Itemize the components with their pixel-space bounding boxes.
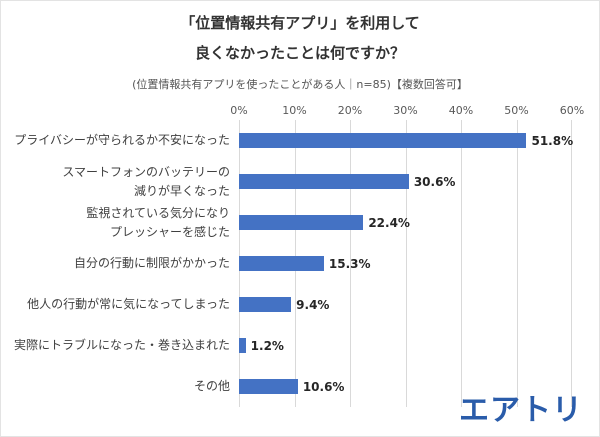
value-label: 51.8% (531, 133, 574, 148)
bar-track: 15.3% (239, 243, 572, 284)
x-tick-label: 10% (282, 104, 307, 117)
bar-row: 監視されている気分になり プレッシャーを感じた 22.4% (6, 202, 572, 243)
bar (239, 297, 292, 312)
value-label: 1.2% (250, 338, 284, 353)
x-tick-label: 40% (448, 104, 474, 117)
page-title-line2: 良くなかったことは何ですか？ (194, 44, 405, 62)
value-label: 15.3% (328, 256, 371, 271)
bar-rows: プライバシーが守られるか不安になった 51.8% スマートフォンのバッテリーの 減り… (6, 120, 574, 407)
x-tick-label: 0% (230, 104, 248, 117)
category-label: プライバシーが守られるか不安になった (14, 133, 230, 148)
title-block: 「位置情報共有アプリ」を利用して 良くなかったことは何ですか？ (位置情報共有ア… (1, 16, 599, 92)
value-label: 22.4% (368, 215, 410, 230)
value-label: 10.6% (302, 379, 345, 394)
bar-row: 他人の行動が常に気になってしまった 9.4% (6, 284, 572, 325)
gridline (350, 120, 351, 407)
x-axis: 0% 10% 20% 30% 40% 50% 60% (230, 104, 584, 120)
value-label: 30.6% (413, 174, 456, 189)
x-tick-label: 50% (504, 104, 529, 117)
brand-logo: エアトリ (459, 393, 583, 428)
bar-chart: 0% 10% 20% 30% 40% 50% 60% プライバシーが守られるか不安になった 5… (6, 104, 584, 407)
category-label: 実際にトラブルになった・巻き込まれた (13, 338, 230, 353)
gridline (516, 120, 518, 407)
category-label: その他 (193, 379, 230, 394)
bar (239, 256, 324, 271)
bar-track: 10.6% (239, 366, 572, 407)
bar (239, 215, 364, 230)
category-label: 監視されている気分になり プレッシャーを感じた (86, 205, 230, 239)
category-label: スマートフォンのバッテリーの 減りが早くなった (62, 164, 230, 198)
bar-track: 22.4% (239, 202, 572, 243)
bar (239, 338, 246, 353)
bar (239, 379, 298, 394)
x-tick-label: 30% (393, 104, 418, 117)
bar-row: その他 10.6% (6, 366, 572, 407)
category-label: 自分の行動に制限がかかった (73, 256, 230, 271)
bar-row: プライバシーが守られるか不安になった 51.8% (6, 120, 574, 161)
x-tick-label: 60% (559, 104, 585, 117)
x-tick-label: 20% (337, 104, 363, 117)
bar (239, 133, 527, 148)
gridline (461, 120, 462, 407)
bar-track: 9.4% (239, 284, 572, 325)
plot-area: プライバシーが守られるか不安になった 51.8% スマートフォンのバッテリーの 減り… (6, 120, 574, 407)
page-title-line1: 「位置情報共有アプリ」を利用して (180, 14, 420, 32)
bar-track: 30.6% (239, 161, 572, 202)
bar-row: 実際にトラブルになった・巻き込まれた 1.2% (6, 325, 572, 366)
bar-track: 51.8% (239, 120, 574, 161)
gridline (405, 120, 407, 407)
chart-subtitle: (位置情報共有アプリを使ったことがある人｜n=85)【複数回答可】 (132, 78, 468, 91)
gridline (571, 120, 572, 407)
category-label: 他人の行動が常に気になってしまった (27, 297, 230, 312)
bar-track: 1.2% (239, 325, 572, 366)
bar-row: 自分の行動に制限がかかった 15.3% (6, 243, 572, 284)
bar-row: スマートフォンのバッテリーの 減りが早くなった 30.6% (6, 161, 572, 202)
bar (239, 174, 409, 189)
value-label: 9.4% (296, 297, 330, 312)
